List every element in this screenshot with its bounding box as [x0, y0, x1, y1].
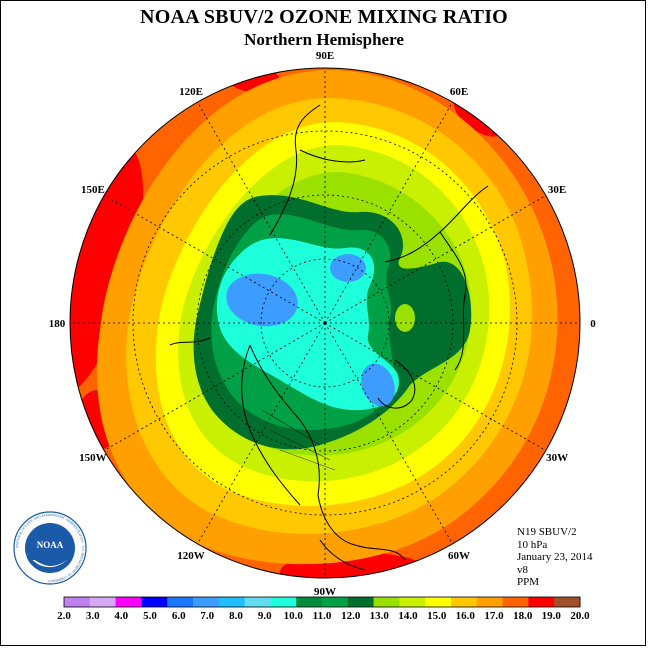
longitude-label: 30E — [548, 184, 566, 196]
colorbar-tick-label: 6.0 — [172, 610, 186, 622]
longitude-label: 30W — [546, 452, 568, 464]
level-label: 10 hPa — [517, 538, 548, 551]
colorbar-swatch — [167, 597, 194, 607]
colorbar-swatch — [373, 597, 400, 607]
level-9-pacific — [226, 273, 298, 327]
colorbar-tick-label: 19.0 — [542, 610, 562, 622]
colorbar-swatch — [89, 597, 117, 607]
level-9-atlantic — [361, 363, 395, 407]
colorbar-swatch — [218, 597, 246, 607]
colorbar-tick-label: 17.0 — [484, 610, 504, 622]
colorbar-tick-label: 15.0 — [427, 610, 447, 622]
colorbar-swatch — [64, 597, 91, 607]
longitude-label: 90E — [316, 50, 334, 62]
colorbar-swatch — [322, 597, 349, 607]
colorbar-swatch — [193, 597, 220, 607]
longitude-label: 120W — [177, 550, 205, 562]
colorbar-swatch — [554, 597, 581, 607]
colorbar-tick-label: 3.0 — [86, 610, 100, 622]
colorbar-swatch — [296, 597, 323, 607]
colorbar-tick-label: 8.0 — [229, 610, 243, 622]
colorbar-swatch — [399, 597, 426, 607]
level-12-europe — [399, 280, 451, 356]
info-block: N19 SBUV/2 10 hPa January 23, 2014 v8 PP… — [517, 526, 592, 589]
colorbar-swatch — [141, 597, 168, 607]
colorbar-tick-label: 5.0 — [143, 610, 157, 622]
state-borders — [261, 409, 336, 471]
colorbar-tick-label: 4.0 — [114, 610, 128, 622]
noaa-logo: NOAA NATIONAL OCEANIC AND ATMOSPHERIC AD… — [13, 511, 87, 585]
colorbar-swatch — [476, 597, 504, 607]
longitude-label: 150E — [81, 184, 105, 196]
colorbar-outline — [63, 596, 581, 608]
level-9-arctic — [330, 254, 366, 282]
colorbar-swatch — [502, 597, 529, 607]
longitude-label: 60W — [448, 550, 470, 562]
noaa-logo-text: NOAA — [37, 540, 64, 550]
colorbar-tick-label: 14.0 — [398, 610, 418, 622]
colorbar-tick-label: 13.0 — [370, 610, 390, 622]
colorbar-swatch — [115, 597, 142, 607]
colorbar-tick-label: 20.0 — [570, 610, 590, 622]
date-label: January 23, 2014 — [517, 551, 593, 564]
colorbar-swatch — [244, 597, 271, 607]
colorbar-swatch — [451, 597, 478, 607]
map-subtitle: Northern Hemisphere — [244, 30, 404, 49]
longitude-label: 60E — [450, 86, 468, 98]
graticule — [70, 68, 580, 578]
units-label: PPM — [517, 576, 540, 589]
colorbar: 2.0 3.0 4.0 5.0 6.0 7.0 8.0 9.0 10.0 11.0 12.0 13.0… — [57, 596, 590, 622]
colorbar-tick-label: 9.0 — [258, 610, 272, 622]
colorbar-tick-label: 12.0 — [341, 610, 361, 622]
colorbar-tick-label: 10.0 — [284, 610, 304, 622]
map-outline — [69, 67, 581, 579]
level-13-europe — [395, 304, 415, 332]
longitude-label: 180 — [49, 318, 66, 330]
longitude-labels: 90E 60E 30E 0 30W 60W 90W 120W 150W 180 150E 120E — [49, 50, 597, 598]
colorbar-tick-label: 11.0 — [313, 610, 332, 622]
colorbar-tick-label: 18.0 — [513, 610, 533, 622]
longitude-label: 120E — [179, 86, 203, 98]
colorbar-swatch — [347, 597, 375, 607]
map-title: NOAA SBUV/2 OZONE MIXING RATIO — [140, 6, 508, 28]
longitude-label: 150W — [79, 452, 107, 464]
coastlines — [169, 104, 489, 571]
colorbar-tick-label: 16.0 — [456, 610, 476, 622]
colorbar-swatch — [425, 597, 452, 607]
longitude-label: 90W — [314, 586, 336, 598]
colorbar-tick-label: 2.0 — [57, 610, 71, 622]
colorbar-tick-label: 7.0 — [200, 610, 214, 622]
colorbar-swatch — [270, 597, 297, 607]
ozone-inner-levels — [193, 171, 472, 456]
instrument-label: N19 SBUV/2 — [517, 526, 577, 538]
version-label: v8 — [517, 563, 528, 576]
longitude-label: 0 — [590, 318, 596, 330]
colorbar-swatch — [528, 597, 555, 607]
